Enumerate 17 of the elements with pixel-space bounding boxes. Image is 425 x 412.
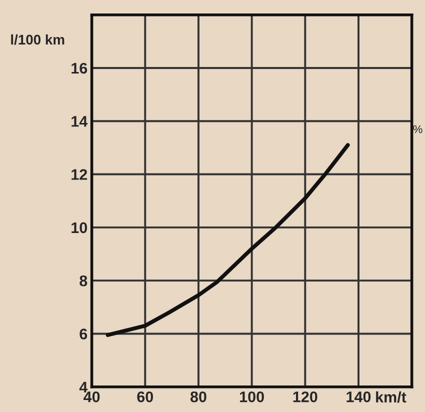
y-tick-label: 16 bbox=[72, 62, 88, 74]
x-tick-label: 120 bbox=[293, 391, 318, 402]
x-tick-label: 60 bbox=[137, 391, 154, 402]
y-tick-label: 12 bbox=[72, 169, 88, 180]
x-axis-title: km/t bbox=[376, 391, 406, 403]
y-tick-label: 10 bbox=[72, 222, 88, 234]
y-axis-title: l/100 km bbox=[11, 34, 64, 45]
x-tick-label: 100 bbox=[240, 391, 264, 402]
line-series bbox=[106, 143, 350, 337]
y-tick-label: 8 bbox=[80, 275, 88, 286]
text: % bbox=[413, 125, 422, 134]
y-tick-label: 14 bbox=[72, 116, 88, 127]
y-tick-label: 4 bbox=[79, 382, 88, 392]
x-tick-label: 80 bbox=[190, 391, 206, 402]
y-tick-label: 6 bbox=[80, 328, 88, 340]
x-tick-label: 40 bbox=[84, 391, 100, 402]
x-tick-label: 140 bbox=[346, 391, 371, 402]
